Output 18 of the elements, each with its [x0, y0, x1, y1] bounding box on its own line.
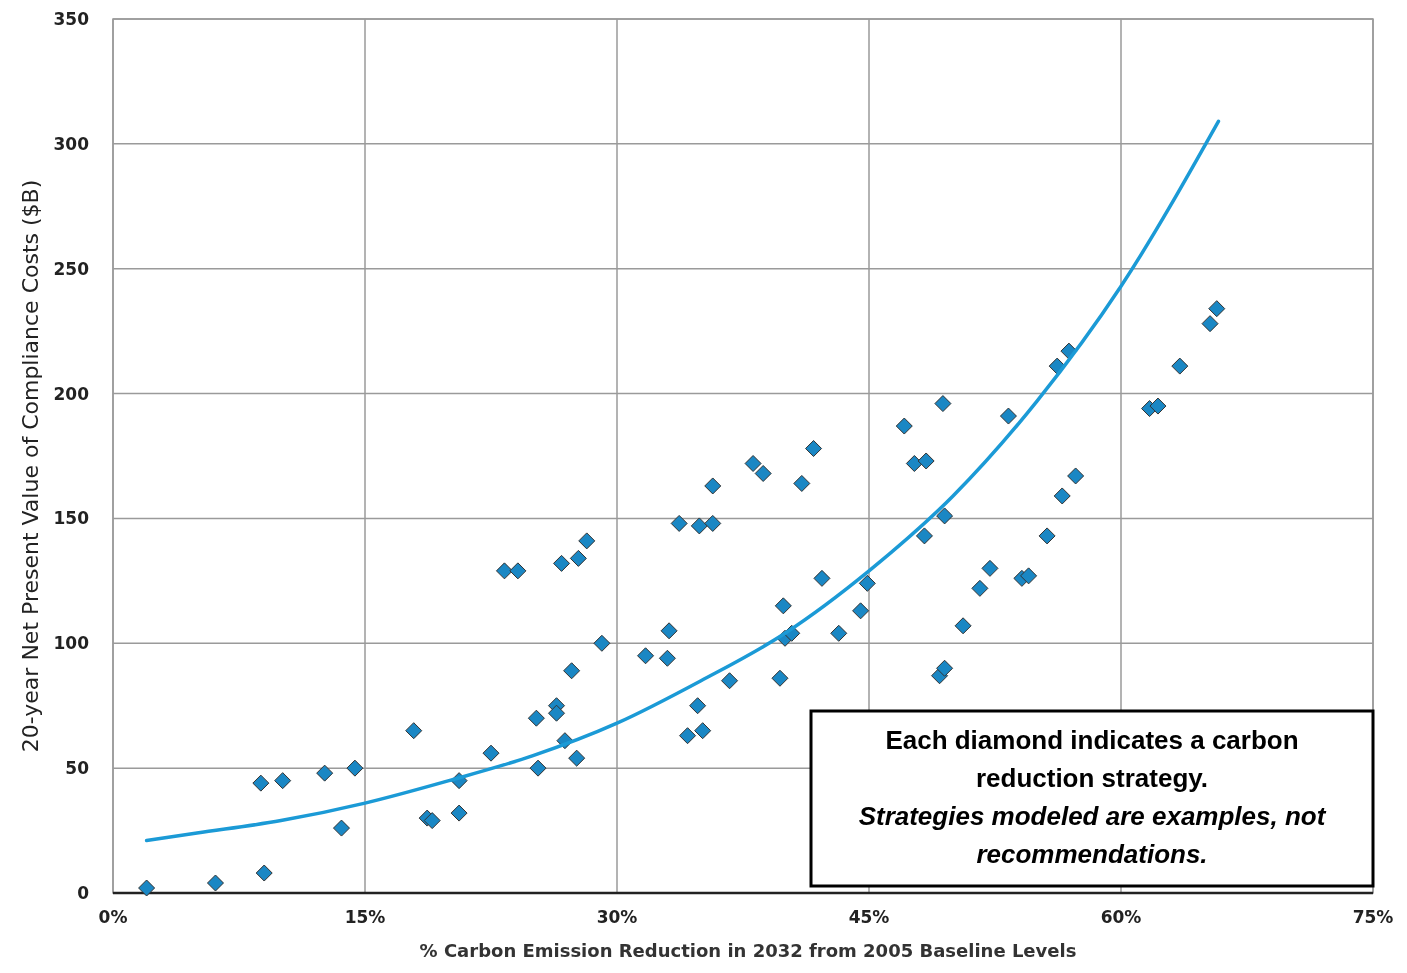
x-axis-title: % Carbon Emission Reduction in 2032 from 2005 Baseline Levels	[419, 940, 1077, 961]
annotation: Strategies modeled are examples, not recommendations.	[857, 800, 1328, 871]
x-tick-label: 60%	[1100, 907, 1142, 927]
y-tick-label: 200	[53, 383, 90, 404]
y-tick-label: 150	[53, 508, 90, 529]
x-tick-label: 15%	[344, 907, 386, 927]
x-tick-label: 75%	[1352, 907, 1394, 927]
y-tick-label: 0	[77, 882, 90, 903]
y-axis-title: 20-year Net Present Value of Compliance Costs ($B)	[18, 179, 43, 753]
annotation: Each diamond indicates a carbon reduction strategy.	[884, 724, 1300, 795]
y-tick-label: 100	[53, 633, 90, 654]
x-tick-label: 0%	[98, 907, 128, 927]
y-tick-label: 300	[53, 133, 90, 154]
y-tick-label: 250	[53, 258, 90, 279]
y-tick-label: 50	[65, 758, 90, 779]
x-tick-label: 45%	[848, 907, 890, 927]
x-tick-label: 30%	[596, 907, 638, 927]
y-tick-label: 350	[53, 8, 90, 29]
